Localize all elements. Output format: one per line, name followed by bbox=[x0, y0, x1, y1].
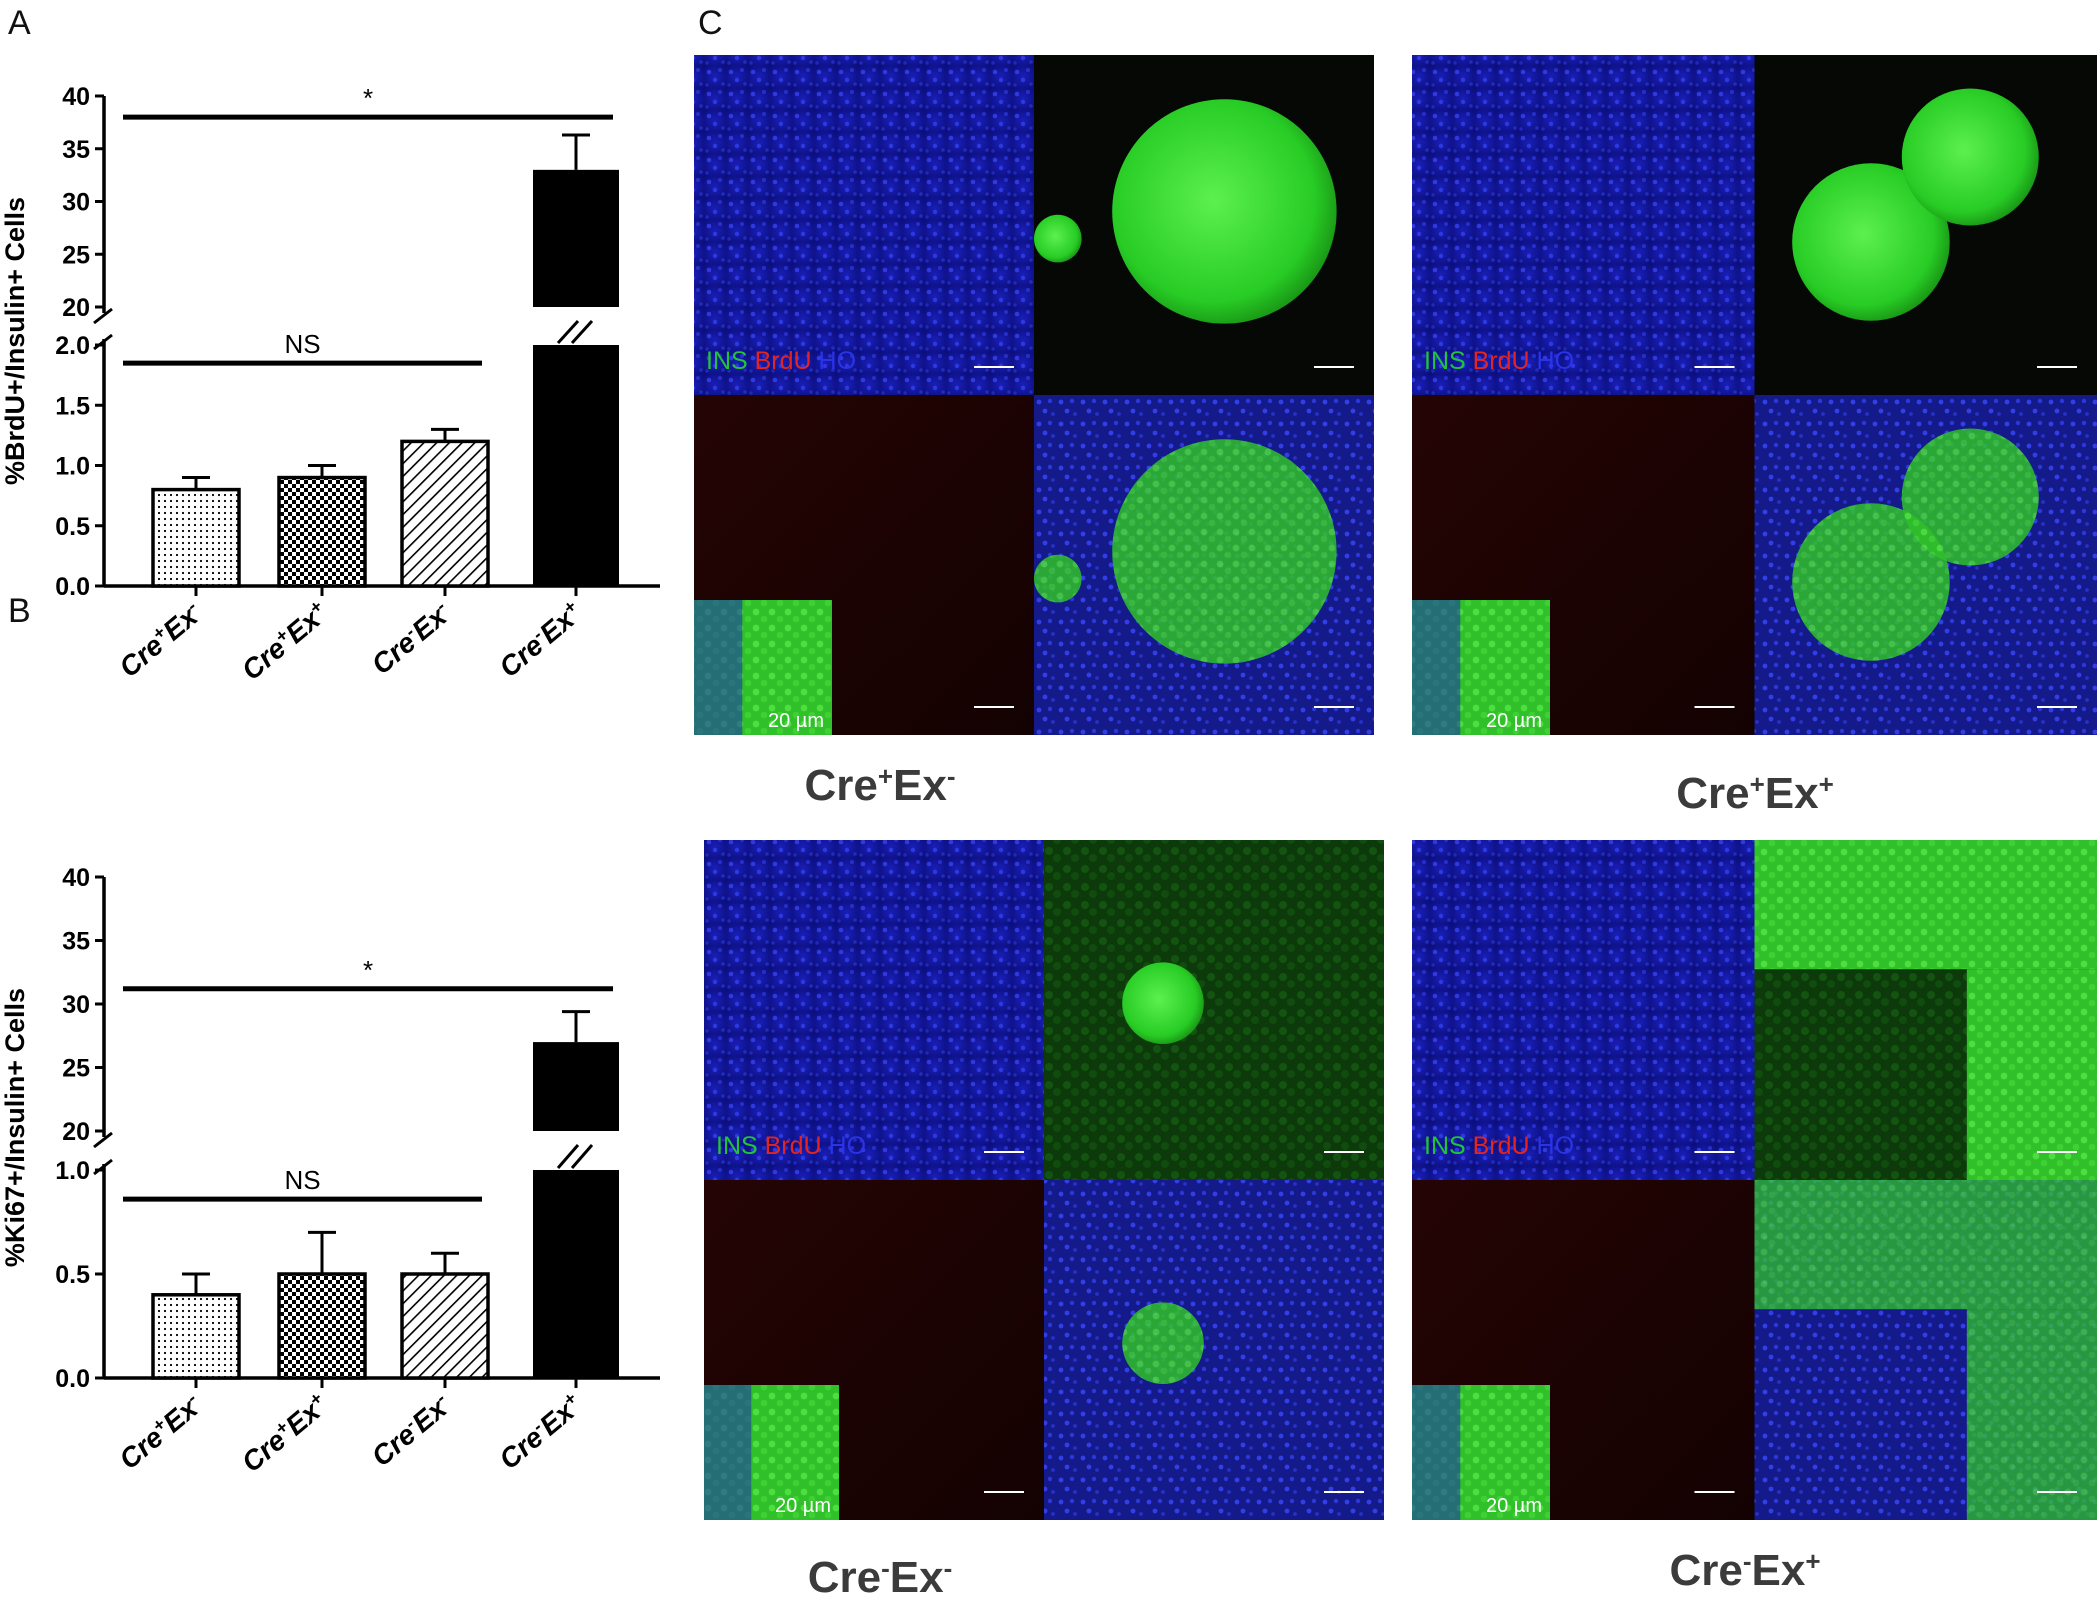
image-hoechst bbox=[694, 55, 1034, 395]
significance-label: * bbox=[363, 83, 373, 113]
inset-scale-label: 20 µm bbox=[1486, 710, 1542, 732]
islet bbox=[1112, 439, 1337, 664]
y-tick-label: 40 bbox=[62, 83, 90, 111]
y-axis-label: %BrdU+/Insulin+ Cells bbox=[0, 197, 30, 485]
axis-break-mark bbox=[93, 307, 113, 325]
y-tick-label: 0.5 bbox=[55, 1261, 90, 1289]
marker-legend: INS BrdU HO bbox=[706, 347, 856, 375]
micrograph-group: INS BrdU HO 20 µm bbox=[704, 840, 1384, 1520]
y-tick-label: 25 bbox=[62, 1055, 90, 1083]
y-tick-label: 35 bbox=[62, 928, 90, 956]
y-tick-label: 25 bbox=[62, 241, 90, 269]
y-tick-label: 30 bbox=[62, 991, 90, 1019]
bar-break-mark bbox=[570, 319, 594, 345]
islet bbox=[1901, 88, 2039, 226]
inset-scale-label: 20 µm bbox=[1486, 1495, 1542, 1517]
islet bbox=[1122, 1302, 1204, 1384]
y-tick-label: 2.0 bbox=[55, 332, 90, 360]
y-tick-label: 20 bbox=[62, 294, 90, 322]
bar bbox=[151, 1293, 241, 1380]
x-category-label: Cre-Ex+ bbox=[493, 596, 589, 683]
x-category-label: Cre-Ex- bbox=[365, 1388, 457, 1472]
significance-label: NS bbox=[284, 329, 320, 359]
x-category-label: Cre+Ex- bbox=[113, 1388, 208, 1475]
axis-break-mark bbox=[93, 1131, 113, 1149]
group-caption: Cre-Ex- bbox=[808, 1553, 953, 1600]
marker-legend: INS BrdU HO bbox=[1424, 1132, 1574, 1160]
bar-lower-segment bbox=[533, 345, 619, 586]
bar-chart-brdu: 0.0 0.5 1.0 1.5 2.0 20 25 30 35 40 %BrdU+/Insulin+… bbox=[0, 83, 660, 686]
marker-legend: INS BrdU HO bbox=[1424, 347, 1574, 375]
islet bbox=[1122, 962, 1204, 1044]
inset-nuclei bbox=[1412, 1385, 1461, 1520]
y-tick-label: 35 bbox=[62, 136, 90, 164]
inset-scale-label: 20 µm bbox=[768, 710, 824, 732]
islet bbox=[1034, 554, 1082, 603]
axis-break-mark bbox=[93, 1158, 113, 1176]
islet bbox=[1754, 1180, 2097, 1310]
bar-break-mark bbox=[570, 1144, 594, 1169]
bar bbox=[400, 1272, 490, 1380]
bar-upper-segment bbox=[533, 1042, 619, 1131]
panel-label-b: B bbox=[8, 592, 31, 630]
bar-upper-segment bbox=[533, 169, 619, 307]
panel-label-c: C bbox=[698, 4, 723, 42]
islet bbox=[1966, 969, 2097, 1180]
y-tick-label: 20 bbox=[62, 1118, 90, 1146]
bar-lower-segment bbox=[533, 1170, 619, 1378]
image-insulin bbox=[1044, 840, 1384, 1180]
islet bbox=[1034, 214, 1082, 263]
marker-legend: INS BrdU HO bbox=[716, 1132, 866, 1160]
micrograph-panel: INS BrdU HO 20 µm Cre+Ex- INS BrdU HO 20 µm C… bbox=[694, 55, 2097, 1602]
islet bbox=[1901, 428, 2039, 566]
micrograph-group: INS BrdU HO 20 µm bbox=[1412, 840, 2097, 1520]
significance-label: * bbox=[363, 955, 373, 985]
image-hoechst bbox=[704, 840, 1044, 1180]
inset-nuclei bbox=[1412, 600, 1461, 735]
x-category-label: Cre+Ex+ bbox=[235, 1388, 334, 1478]
y-tick-label: 0.5 bbox=[55, 513, 90, 541]
micrograph-group: INS BrdU HO 20 µm bbox=[694, 55, 1374, 735]
significance-label: NS bbox=[284, 1165, 320, 1195]
y-tick-label: 0.0 bbox=[55, 1365, 90, 1393]
y-axis-label: %Ki67+/Insulin+ Cells bbox=[0, 988, 30, 1267]
bar-break-mark bbox=[556, 319, 580, 345]
islet bbox=[1966, 1309, 2097, 1520]
bar bbox=[151, 487, 241, 588]
y-tick-label: 30 bbox=[62, 189, 90, 217]
y-tick-label: 1.5 bbox=[55, 392, 90, 420]
group-caption: Cre+Ex+ bbox=[1676, 769, 1834, 818]
islet bbox=[1112, 99, 1337, 324]
image-hoechst bbox=[1412, 55, 1755, 395]
islet bbox=[1754, 840, 2097, 970]
islet bbox=[1792, 163, 1950, 321]
image-merge bbox=[1044, 1180, 1384, 1520]
x-category-label: Cre-Ex- bbox=[365, 596, 457, 680]
y-tick-label: 1.0 bbox=[55, 453, 90, 481]
group-caption: Cre+Ex- bbox=[804, 761, 955, 810]
bar bbox=[277, 1272, 367, 1380]
axis-break-mark bbox=[93, 333, 113, 351]
y-tick-label: 0.0 bbox=[55, 573, 90, 601]
micrograph-group: INS BrdU HO 20 µm bbox=[1412, 55, 2097, 735]
bar bbox=[277, 475, 367, 588]
x-category-label: Cre-Ex+ bbox=[493, 1388, 589, 1475]
bar-chart-ki67: 0.0 0.5 1.0 20 25 30 35 40 %Ki67+/Insulin+ Cells… bbox=[0, 864, 660, 1478]
islet bbox=[1792, 503, 1950, 661]
image-hoechst bbox=[1412, 840, 1755, 1180]
x-category-label: Cre+Ex+ bbox=[235, 596, 334, 686]
bar bbox=[400, 439, 490, 588]
bar-break-mark bbox=[556, 1144, 580, 1169]
panel-label-a: A bbox=[8, 4, 31, 42]
x-category-label: Cre+Ex- bbox=[113, 596, 208, 683]
inset-scale-label: 20 µm bbox=[775, 1495, 831, 1517]
y-tick-label: 40 bbox=[62, 864, 90, 892]
group-caption: Cre-Ex+ bbox=[1669, 1546, 1820, 1595]
y-tick-label: 1.0 bbox=[55, 1157, 90, 1185]
inset-nuclei bbox=[694, 600, 743, 735]
inset-nuclei bbox=[704, 1385, 752, 1520]
